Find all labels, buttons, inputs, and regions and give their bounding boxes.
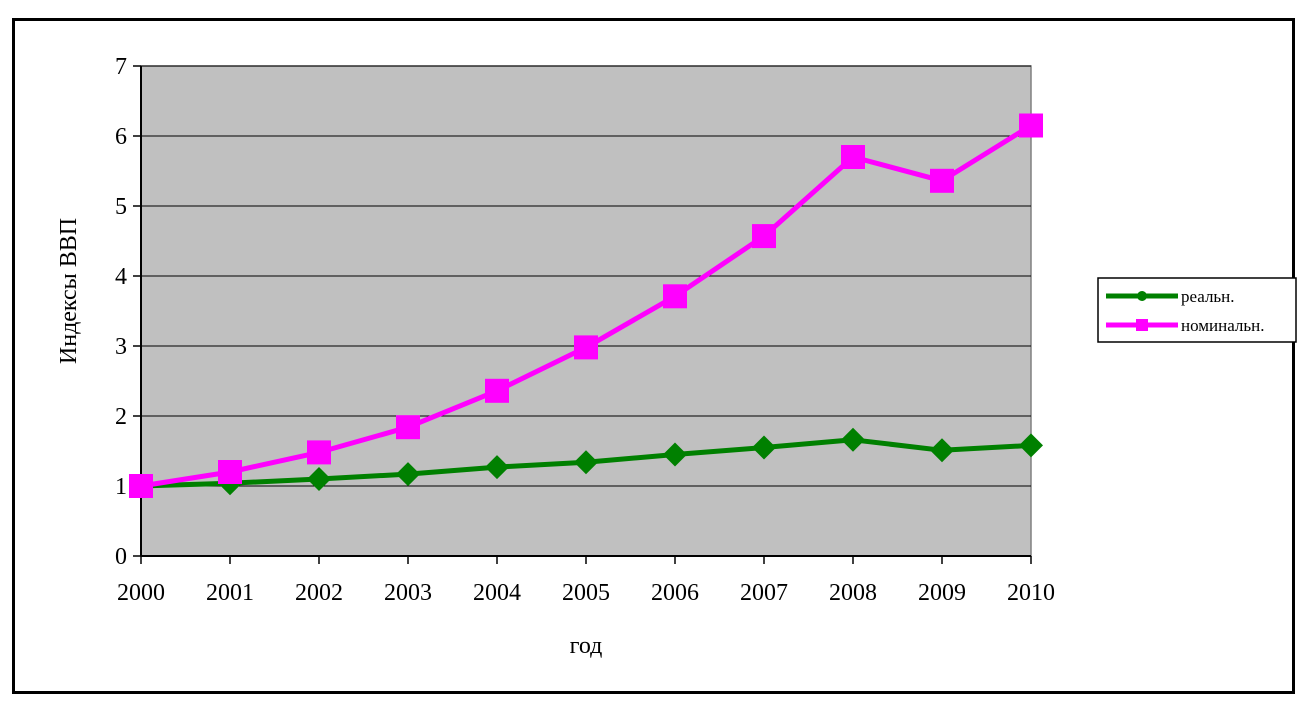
x-tick-label: 2009 (918, 580, 966, 606)
y-tick-label: 2 (115, 404, 127, 430)
x-tick-label: 2008 (829, 580, 877, 606)
y-tick-label: 4 (115, 264, 127, 290)
y-axis-title: Индексы ВВП (56, 218, 82, 364)
y-tick-label: 1 (115, 474, 127, 500)
data-point-0 (307, 467, 331, 491)
y-tick-labels: 0 1 2 3 4 5 6 7 (115, 54, 127, 570)
data-point-1 (307, 440, 331, 465)
data-point-0 (396, 462, 420, 487)
x-tick-label: 2000 (117, 580, 165, 606)
x-tick-label: 2010 (1007, 580, 1055, 606)
x-axis-title: год (570, 633, 603, 659)
legend-label-real: реальн. (1181, 287, 1235, 306)
x-tick-labels: 2000 2001 2002 2003 2004 2005 2006 2007 2008 2009… (117, 580, 1055, 606)
data-point-1 (574, 335, 598, 360)
data-point-1 (129, 474, 153, 498)
data-point-1 (396, 415, 420, 440)
legend-label-nominal: номинальн. (1181, 316, 1265, 335)
plot-area (140, 65, 1032, 557)
data-point-1 (485, 378, 509, 403)
y-tick-label: 5 (115, 194, 127, 220)
x-tick-label: 2003 (384, 580, 432, 606)
x-tick-label: 2005 (562, 580, 610, 606)
data-point-1 (218, 460, 242, 484)
data-point-0 (574, 450, 598, 475)
series-group (129, 113, 1043, 498)
x-tick-label: 2002 (295, 580, 343, 606)
legend-marker-nominal (1136, 319, 1148, 331)
legend-box (1097, 277, 1297, 343)
x-tick-label: 2004 (473, 580, 521, 606)
data-point-0 (930, 438, 954, 463)
data-point-0 (752, 435, 776, 460)
data-point-1 (1019, 113, 1043, 138)
data-point-0 (485, 455, 509, 480)
y-tick-label: 0 (115, 544, 127, 570)
data-point-0 (663, 442, 687, 467)
x-tick-label: 2006 (651, 580, 699, 606)
x-tick-label: 2007 (740, 580, 788, 606)
data-point-0 (841, 427, 865, 452)
y-tick-label: 3 (115, 334, 127, 360)
data-point-0 (1019, 433, 1043, 458)
legend: реальн. номинальн. (1097, 277, 1297, 343)
data-point-1 (663, 284, 687, 309)
data-point-1 (752, 224, 776, 249)
data-point-1 (841, 145, 865, 169)
legend-marker-real (1137, 291, 1147, 301)
y-tick-label: 6 (115, 124, 127, 150)
x-tick-label: 2001 (206, 580, 254, 606)
y-tick-label: 7 (115, 54, 127, 80)
data-point-1 (930, 168, 954, 193)
